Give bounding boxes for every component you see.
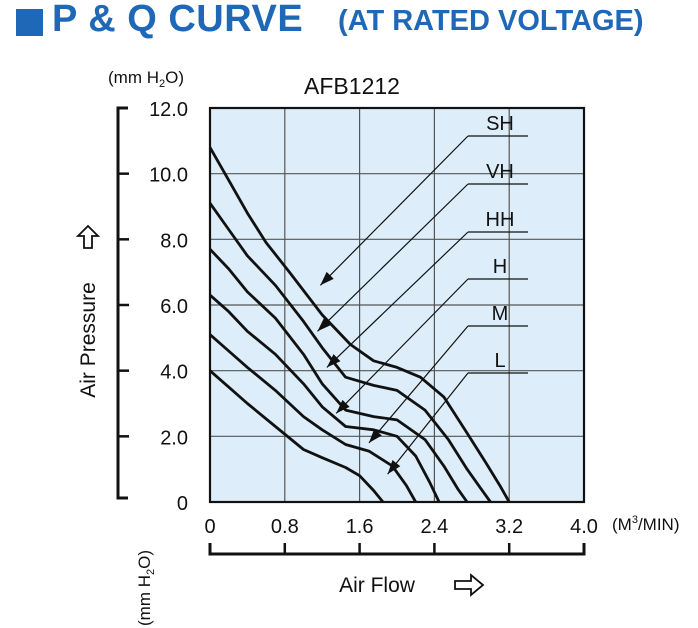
right-arrow-icon xyxy=(454,573,485,597)
label-leader-line xyxy=(335,278,469,414)
series-label-hh: HH xyxy=(486,209,515,231)
y-unit-label: (mm H2O) xyxy=(108,68,184,90)
x-axis-tick-labels: 0 0.8 1.6 2.4 3.2 4.0 xyxy=(204,516,597,538)
x-axis-label: Air Flow xyxy=(339,574,416,597)
y-tick-label: 8.0 xyxy=(160,230,188,252)
curve-group xyxy=(208,146,511,503)
page-title: P & Q CURVE xyxy=(52,0,304,40)
y-tick-label: 4.0 xyxy=(160,362,188,384)
y-axis-bracket xyxy=(116,106,128,500)
y-axis-tick-marks xyxy=(118,172,129,438)
curve-vh xyxy=(208,202,492,503)
x-unit-label: (M3/MIN) xyxy=(612,514,680,534)
x-axis-bracket xyxy=(208,543,586,556)
y-tick-label: 12.0 xyxy=(149,99,188,121)
x-tick-label: 3.2 xyxy=(495,516,523,538)
curve-hh xyxy=(208,248,469,503)
y-tick-label: 10.0 xyxy=(149,165,188,187)
y-axis-tick-labels: 0 2.0 4.0 6.0 8.0 10.0 12.0 xyxy=(149,99,188,515)
label-leader-line xyxy=(319,135,469,286)
series-label-m: M xyxy=(492,303,509,325)
x-tick-label: 4.0 xyxy=(570,516,598,538)
label-leader-line xyxy=(326,231,469,368)
x-axis-tick-marks xyxy=(283,543,511,554)
y-tick-label: 6.0 xyxy=(160,296,188,318)
arrowhead-icon xyxy=(326,354,341,368)
heading-square-bullet xyxy=(16,9,43,36)
chart-title: AFB1212 xyxy=(304,73,400,99)
plot-frame xyxy=(208,106,586,504)
arrowhead-icon xyxy=(320,271,334,286)
y-tick-label: 2.0 xyxy=(160,427,188,449)
series-label-sh: SH xyxy=(486,113,514,135)
label-leader-line xyxy=(368,325,469,444)
series-label-vh: VH xyxy=(486,161,514,183)
arrowhead-icon xyxy=(387,460,401,475)
x-tick-label: 1.6 xyxy=(346,516,374,538)
series-label-l: L xyxy=(494,350,505,372)
curve-l xyxy=(209,369,385,503)
y-tick-label: 0 xyxy=(177,493,188,515)
arrowhead-icon xyxy=(317,317,332,332)
series-label-h: H xyxy=(493,256,507,278)
x-tick-label: 2.4 xyxy=(420,516,448,538)
arrowhead-icon xyxy=(336,399,350,414)
x-tick-label: 0 xyxy=(204,516,215,538)
curve-sh xyxy=(208,146,511,503)
curve-h xyxy=(209,294,441,503)
page-subtitle: (AT RATED VOLTAGE) xyxy=(338,5,644,37)
up-arrow-icon xyxy=(75,224,101,249)
label-leader-line xyxy=(387,372,469,475)
arrowhead-icon xyxy=(368,428,382,443)
curve-m xyxy=(209,333,417,503)
x-tick-label: 0.8 xyxy=(271,516,299,538)
y-axis-label-group: Air Pressure xyxy=(75,224,101,398)
label-leader-line xyxy=(317,183,469,332)
y-axis-label: Air Pressure xyxy=(77,282,100,398)
y-unit-label-lower: (mm H2O) xyxy=(135,550,157,626)
